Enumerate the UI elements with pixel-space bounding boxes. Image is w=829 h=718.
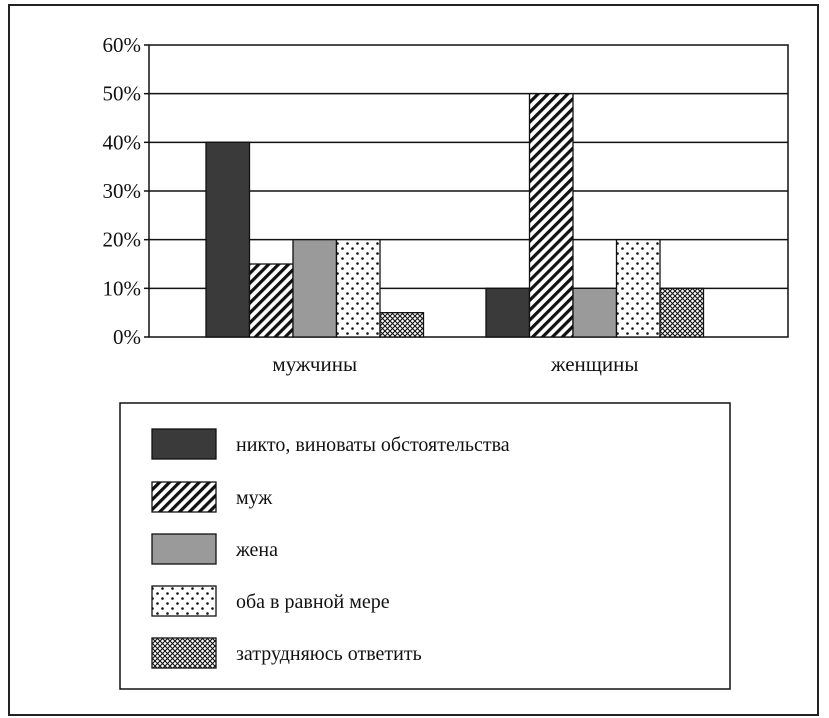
y-axis-ticks: 0% 10% 20% 30% 40% 50% 60%	[103, 33, 149, 349]
legend-swatch	[151, 428, 217, 460]
legend-label: жена	[235, 539, 278, 561]
bar	[615, 239, 661, 338]
legend: никто, виноваты обстоятельства муж жена оба…	[119, 402, 731, 690]
legend-swatch	[151, 585, 217, 617]
y-tick-label: 50%	[103, 82, 142, 106]
y-tick-label: 20%	[103, 228, 142, 252]
legend-box	[119, 402, 731, 690]
legend-label: никто, виноваты обстоятельства	[236, 434, 510, 456]
chart-frame: 0% 10% 20% 30% 40% 50% 60% мужчины женщины никт…	[8, 4, 819, 716]
bar	[485, 287, 531, 338]
bar	[205, 141, 251, 338]
legend-swatch	[151, 533, 217, 565]
bar	[572, 287, 618, 338]
bar	[659, 287, 705, 338]
bar	[292, 239, 338, 338]
bar	[379, 312, 425, 338]
category-labels: мужчины женщины	[272, 352, 638, 376]
y-tick-label: 10%	[103, 276, 142, 300]
bar	[528, 93, 574, 338]
category-label: мужчины	[272, 352, 357, 376]
y-tick-label: 40%	[103, 130, 142, 154]
legend-label: муж	[236, 487, 272, 509]
legend-label: затрудняюсь ответить	[236, 643, 422, 665]
legend-swatch	[151, 637, 217, 669]
bars	[205, 93, 705, 338]
y-tick-label: 60%	[103, 33, 142, 57]
y-tick-label: 30%	[103, 179, 142, 203]
y-tick-label: 0%	[113, 325, 141, 349]
legend-swatch	[151, 481, 217, 513]
bar	[248, 263, 294, 338]
category-label: женщины	[550, 352, 639, 376]
bar	[335, 239, 381, 338]
bar-chart: 0% 10% 20% 30% 40% 50% 60% мужчины женщины никт…	[103, 33, 789, 690]
legend-label: оба в равной мере	[236, 591, 390, 613]
